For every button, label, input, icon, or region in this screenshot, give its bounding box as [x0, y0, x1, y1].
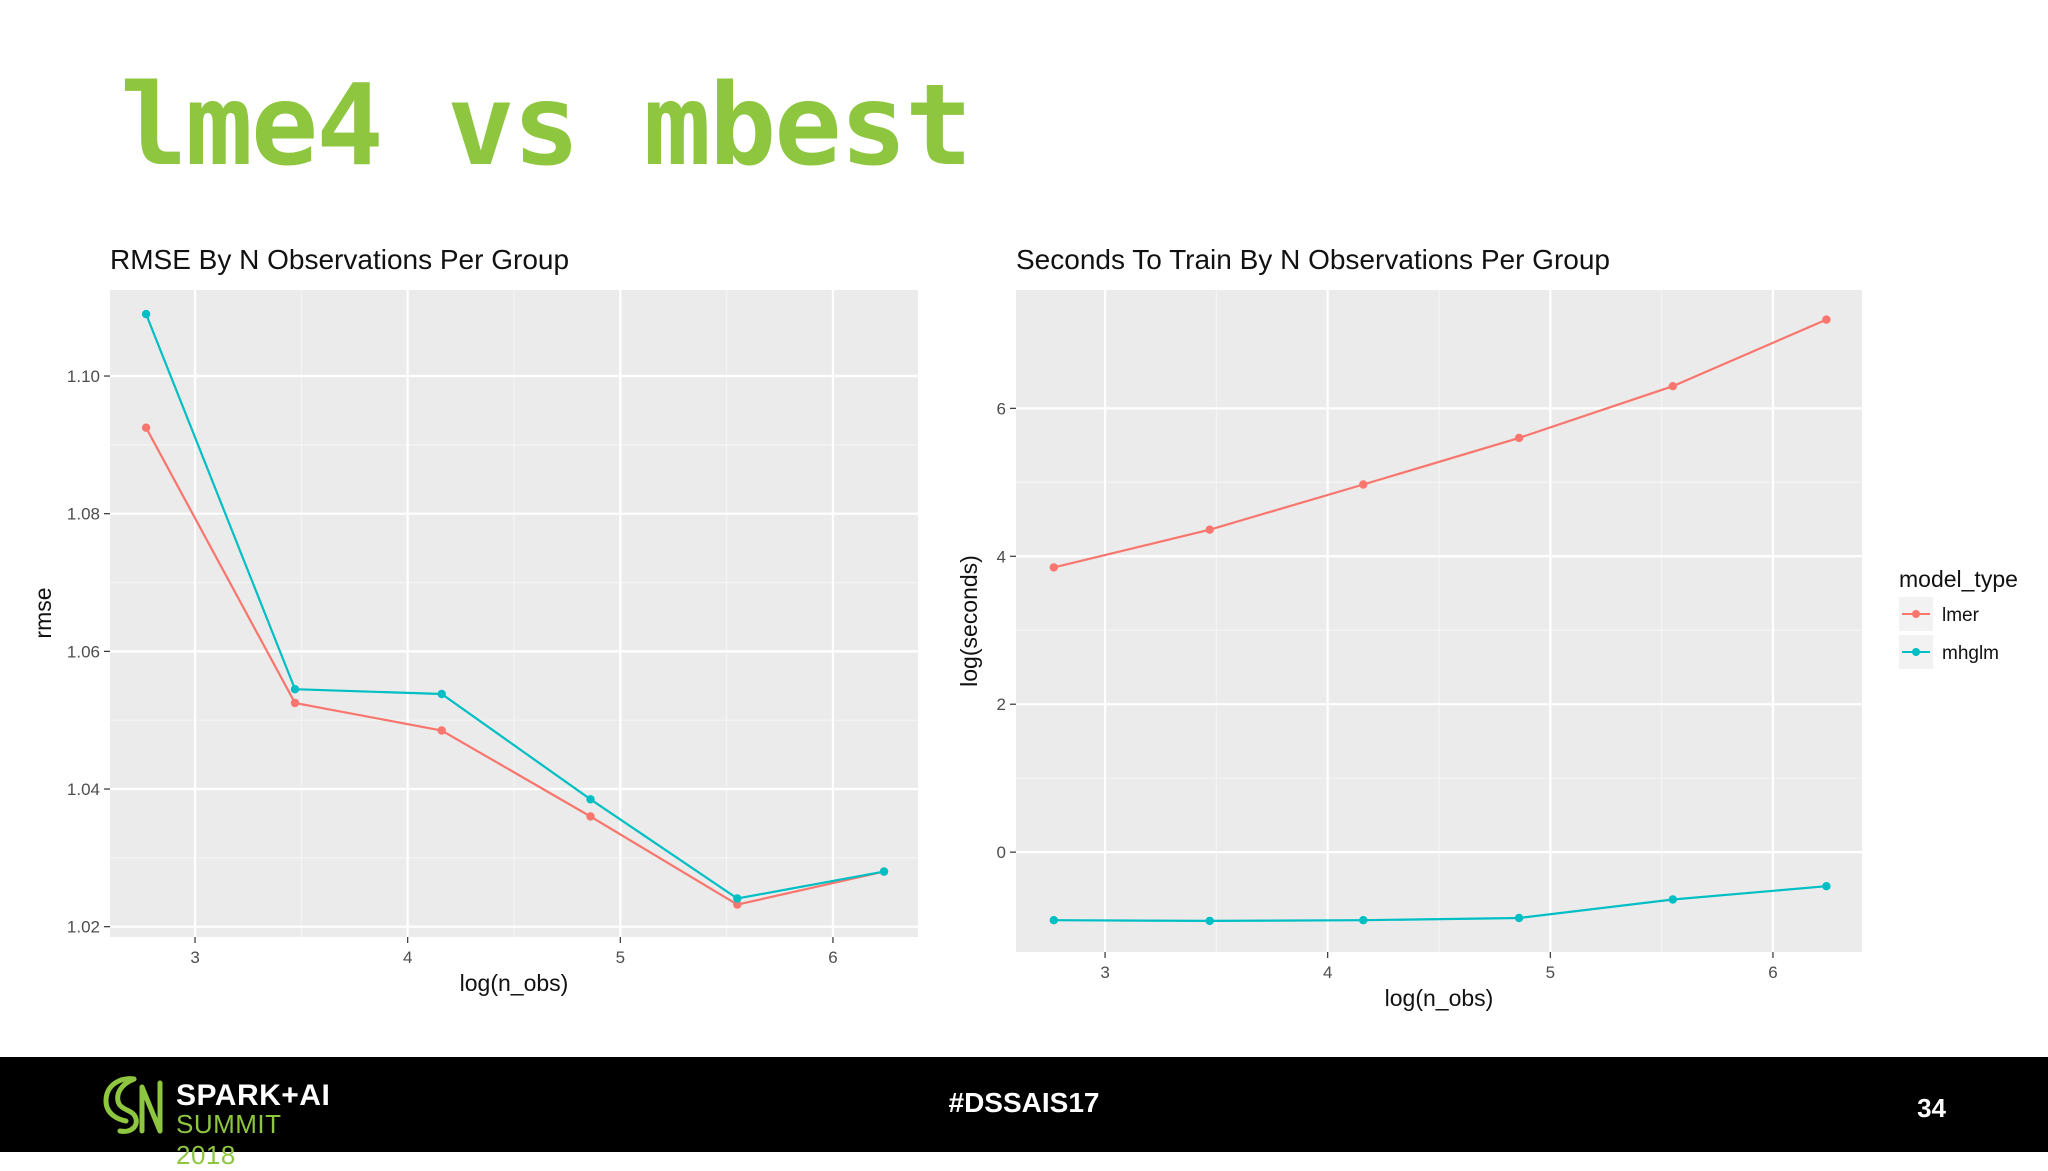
seconds-data-point-mhglm — [1514, 913, 1524, 923]
event-hashtag: #DSSAIS17 — [948, 1087, 1100, 1118]
x-tick-label: 4 — [1323, 963, 1332, 982]
seconds-data-point-lmer — [1049, 563, 1059, 572]
page-number: 34 — [1917, 1093, 1946, 1123]
rmse-data-point-lmer — [586, 812, 595, 821]
legend-title: model_type — [1899, 566, 2018, 592]
y-tick-label: 1.10 — [67, 367, 100, 386]
rmse-data-point-mhglm — [437, 689, 446, 699]
rmse-x-axis-label: log(n_obs) — [460, 970, 569, 996]
spark-ai-logo-icon — [103, 1076, 163, 1134]
legend-label-mhglm: mhglm — [1942, 643, 1999, 664]
x-tick-label: 5 — [1546, 963, 1555, 982]
y-tick-label: 1.04 — [67, 780, 100, 799]
seconds-data-point-lmer — [1205, 525, 1214, 534]
rmse-series-line-mhglm — [145, 313, 885, 900]
seconds-data-point-lmer — [1822, 315, 1831, 324]
legend: model_type lmer mhglm — [1899, 566, 2018, 669]
y-tick-label: 6 — [997, 399, 1006, 418]
seconds-series-line-lmer — [1053, 318, 1827, 569]
x-tick-label: 3 — [190, 948, 199, 967]
y-tick-label: 1.02 — [67, 918, 100, 937]
rmse-data-point-lmer — [733, 900, 742, 909]
footer-bar: SPARK+AI SUMMIT 2018 #DSSAIS17 34 — [0, 1057, 2048, 1170]
rmse-data-point-mhglm — [290, 685, 300, 694]
seconds-series-line-mhglm — [1053, 885, 1827, 923]
slide-title: lme4 vs mbest — [120, 61, 973, 191]
seconds-data-point-lmer — [1668, 382, 1678, 391]
seconds-data-point-lmer — [1359, 480, 1368, 489]
y-tick-label: 2 — [997, 695, 1006, 714]
charts-canvas: RMSE By N Observations Per Group 3 4 5 6 1.0… — [30, 244, 2018, 1011]
rmse-data-point-mhglm — [733, 894, 742, 903]
logo-text-spark-ai: SPARK+AI — [176, 1079, 331, 1112]
rmse-y-axis-label: rmse — [30, 587, 56, 638]
seconds-x-axis-label: log(n_obs) — [1385, 985, 1494, 1011]
x-tick-label: 6 — [1768, 963, 1777, 982]
legend-label-lmer: lmer — [1942, 605, 1980, 626]
x-tick-label: 5 — [616, 948, 625, 967]
seconds-data-point-mhglm — [1049, 916, 1059, 925]
rmse-data-point-mhglm — [141, 309, 151, 319]
rmse-chart-title: RMSE By N Observations Per Group — [110, 244, 569, 275]
y-tick-label: 1.06 — [67, 642, 100, 661]
seconds-data-point-mhglm — [1822, 882, 1831, 891]
rmse-data-point-mhglm — [879, 867, 889, 876]
x-tick-label: 6 — [828, 948, 837, 967]
seconds-data-point-mhglm — [1205, 916, 1214, 926]
seconds-data-point-mhglm — [1668, 895, 1678, 904]
seconds-y-axis-label: log(seconds) — [956, 555, 982, 687]
legend-item-mhglm: mhglm — [1899, 635, 1999, 669]
rmse-data-point-lmer — [290, 698, 300, 708]
legend-item-lmer: lmer — [1899, 597, 1980, 631]
rmse-chart: RMSE By N Observations Per Group 3 4 5 6 1.0… — [30, 244, 918, 996]
x-tick-label: 4 — [403, 948, 412, 967]
y-tick-label: 1.08 — [67, 505, 100, 524]
rmse-series-line-lmer — [145, 427, 885, 906]
seconds-data-point-lmer — [1514, 433, 1524, 443]
rmse-data-point-lmer — [141, 423, 151, 432]
x-tick-label: 3 — [1100, 963, 1109, 982]
legend-key-dot-lmer — [1912, 610, 1920, 618]
seconds-data-point-mhglm — [1359, 916, 1368, 925]
seconds-chart: Seconds To Train By N Observations Per G… — [956, 244, 1862, 1011]
legend-key-dot-mhglm — [1912, 648, 1920, 656]
seconds-chart-title: Seconds To Train By N Observations Per G… — [1016, 244, 1610, 275]
y-tick-label: 0 — [997, 843, 1006, 862]
rmse-data-point-lmer — [437, 726, 446, 735]
rmse-data-point-mhglm — [586, 795, 595, 804]
y-tick-label: 4 — [997, 547, 1006, 566]
